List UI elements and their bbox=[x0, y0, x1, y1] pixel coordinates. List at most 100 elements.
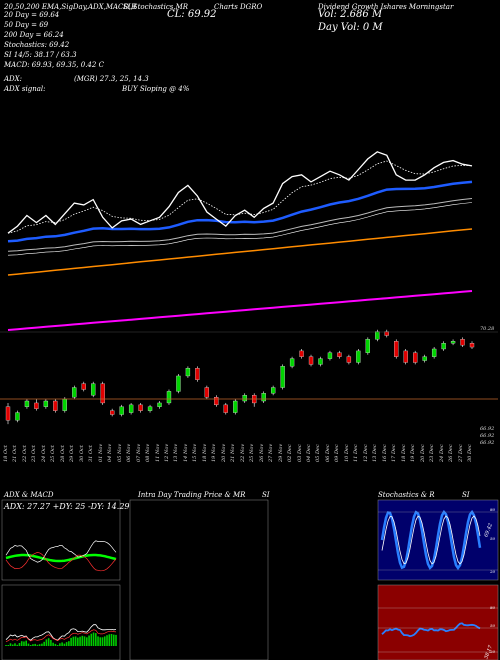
price-label-2: 66.92 bbox=[480, 433, 495, 439]
candle-body bbox=[394, 341, 399, 357]
candle-body bbox=[375, 331, 380, 340]
ema20-line bbox=[7, 180, 473, 243]
candle-body bbox=[384, 331, 389, 336]
x-label: 14 Nov bbox=[182, 443, 189, 462]
candle-body bbox=[91, 383, 96, 396]
x-label: 20 Dec bbox=[419, 444, 426, 462]
macd-bar bbox=[47, 638, 50, 646]
candlestick-panel bbox=[5, 329, 475, 425]
ema50-line-b bbox=[7, 202, 473, 256]
adx-signal-label: ADX signal: bbox=[4, 85, 46, 93]
macd-bar bbox=[90, 633, 93, 646]
x-label: 26 Nov bbox=[258, 443, 265, 462]
macd-bar bbox=[108, 634, 111, 646]
rsi-panel bbox=[377, 584, 499, 660]
x-label: 21 Oct bbox=[12, 445, 19, 462]
x-label: 03 Dec bbox=[296, 444, 303, 462]
macd-bar bbox=[110, 634, 113, 646]
macd-bar bbox=[86, 637, 88, 646]
macd-panel bbox=[1, 584, 121, 660]
x-label: 11 Dec bbox=[353, 444, 360, 462]
x-label: 22 Oct bbox=[21, 445, 28, 462]
candle-body bbox=[289, 358, 295, 367]
x-label: 29 Oct bbox=[69, 445, 76, 462]
x-label: 27 Dec bbox=[457, 444, 464, 462]
close-price: CL: 69.92 bbox=[167, 9, 217, 20]
candle-body bbox=[185, 368, 191, 377]
candle-body bbox=[346, 356, 352, 363]
macd-bar bbox=[101, 637, 104, 646]
macd-bar bbox=[59, 643, 61, 646]
x-label: 02 Dec bbox=[287, 444, 294, 462]
candle-body bbox=[195, 368, 200, 380]
ema20-label: 20 Day = 69.64 bbox=[4, 11, 60, 19]
macd-bar bbox=[74, 636, 77, 646]
candle-body bbox=[450, 341, 456, 344]
candle-body bbox=[43, 400, 49, 407]
macd-bar bbox=[38, 644, 41, 646]
x-label: 05 Dec bbox=[315, 444, 322, 462]
candle-body bbox=[157, 402, 162, 407]
macd-bar bbox=[103, 636, 106, 646]
rsi-tick-80: 80 bbox=[490, 605, 496, 610]
x-label: 25 Nov bbox=[249, 443, 256, 462]
macd-bar bbox=[70, 637, 72, 646]
macd-bar bbox=[14, 643, 16, 646]
macd-bar bbox=[25, 640, 28, 646]
x-label: 18 Nov bbox=[201, 443, 208, 462]
macd-bar bbox=[36, 644, 39, 646]
x-label: 12 Dec bbox=[362, 444, 369, 462]
candle-body bbox=[469, 343, 475, 348]
macd-label: MACD: 69.93, 69.35, 0.42 C bbox=[4, 61, 104, 69]
macd-line bbox=[5, 624, 117, 641]
x-label: 19 Dec bbox=[410, 444, 417, 462]
adx-signal-value: BUY Sloping @ 4% bbox=[122, 85, 190, 93]
stoch-tick-80: 80 bbox=[490, 507, 496, 512]
candle-body bbox=[147, 406, 153, 411]
candle-body bbox=[280, 366, 285, 388]
x-label: 18 Dec bbox=[400, 444, 407, 462]
title-right: Dividend Growth Ishares Morningstar bbox=[318, 3, 454, 11]
rsi-tick-50: 50 bbox=[490, 623, 496, 628]
plus-di-line bbox=[5, 540, 117, 563]
rsi-tick-20: 20 bbox=[490, 649, 496, 654]
candle-body bbox=[128, 404, 134, 413]
macd-bar bbox=[65, 642, 68, 646]
x-label: 24 Oct bbox=[40, 445, 47, 462]
macd-bar bbox=[77, 637, 79, 646]
macd-bar bbox=[115, 634, 117, 646]
candle-body bbox=[308, 356, 314, 365]
x-label: 23 Dec bbox=[429, 444, 436, 462]
macd-bar bbox=[43, 641, 45, 646]
ema200-line bbox=[7, 290, 473, 331]
x-label: 19 Nov bbox=[211, 443, 218, 462]
macd-bar bbox=[18, 643, 21, 646]
x-label: 28 Oct bbox=[59, 445, 66, 462]
x-label: 16 Dec bbox=[381, 444, 388, 462]
price-label-1: 66.92 bbox=[480, 426, 495, 432]
candle-body bbox=[299, 350, 304, 357]
candle-body bbox=[270, 387, 276, 394]
adx-line bbox=[5, 553, 117, 563]
candle-body bbox=[356, 350, 361, 363]
macd-bar bbox=[63, 643, 66, 646]
x-label: 12 Nov bbox=[163, 443, 170, 462]
x-label: 21 Nov bbox=[230, 443, 237, 462]
macd-bar bbox=[9, 643, 12, 646]
candle-body bbox=[72, 387, 77, 398]
candle-body bbox=[119, 406, 124, 415]
si-label: SI 14/5: 38.17 / 63.3 bbox=[4, 51, 77, 59]
macd-bar bbox=[20, 641, 23, 646]
candle-body bbox=[24, 400, 30, 407]
macd-bar bbox=[68, 641, 70, 646]
candle-body bbox=[110, 410, 115, 415]
x-label: 11 Nov bbox=[154, 443, 161, 462]
charts-label: Charts DGRO bbox=[214, 3, 263, 11]
volume: Vol: 2.686 M bbox=[318, 9, 383, 20]
macd-bar bbox=[79, 636, 81, 646]
candle-body bbox=[337, 352, 342, 357]
macd-bar bbox=[52, 642, 54, 646]
macd-bar bbox=[34, 643, 36, 646]
macd-bar bbox=[45, 639, 48, 646]
macd-bar bbox=[29, 645, 32, 646]
